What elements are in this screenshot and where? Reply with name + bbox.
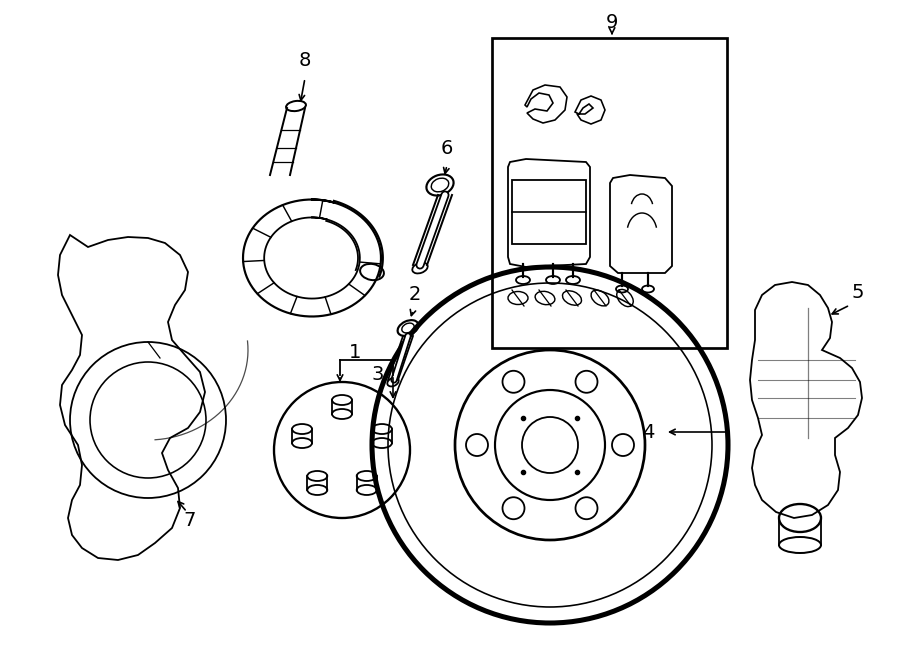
Bar [492, 38, 727, 348]
Text: 8: 8 [299, 50, 311, 69]
Text: 4: 4 [642, 422, 654, 442]
Text: 1: 1 [349, 342, 361, 362]
Text: 5: 5 [851, 282, 864, 301]
Text: 2: 2 [409, 286, 421, 305]
Text: 3: 3 [372, 366, 384, 385]
Text: 9: 9 [606, 13, 618, 32]
Text: 7: 7 [184, 510, 196, 529]
Text: 6: 6 [441, 139, 454, 157]
